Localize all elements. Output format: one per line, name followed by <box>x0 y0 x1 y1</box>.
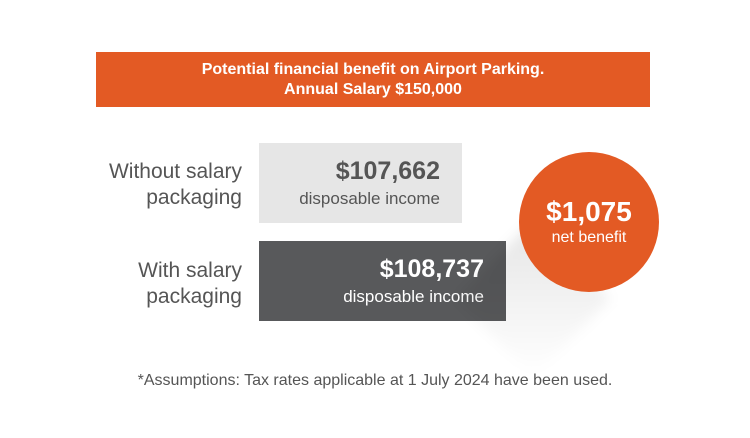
with-sublabel: disposable income <box>343 287 484 306</box>
without-label-line2: packaging <box>146 186 242 209</box>
title-banner: Potential financial benefit on Airport P… <box>96 52 650 107</box>
without-packaging-label: Without salary packaging <box>109 159 242 211</box>
assumptions-footnote: *Assumptions: Tax rates applicable at 1 … <box>137 372 613 389</box>
with-packaging-label: With salary packaging <box>138 258 242 310</box>
with-label-line2: packaging <box>146 285 242 308</box>
net-benefit-amount: $1,075 <box>546 196 632 227</box>
with-amount: $108,737 <box>379 255 484 283</box>
with-label-line1: With salary <box>138 259 242 282</box>
without-sublabel: disposable income <box>299 189 440 208</box>
without-packaging-box: $107,662 disposable income <box>259 143 462 223</box>
banner-subtitle: Annual Salary $150,000 <box>284 80 462 98</box>
without-amount: $107,662 <box>335 157 440 185</box>
net-benefit-circle: $1,075 net benefit <box>519 152 659 292</box>
without-label-line1: Without salary <box>108 160 242 183</box>
with-packaging-box: $108,737 disposable income <box>259 241 506 321</box>
banner-title: Potential financial benefit on Airport P… <box>201 60 545 78</box>
net-benefit-label: net benefit <box>551 229 627 246</box>
